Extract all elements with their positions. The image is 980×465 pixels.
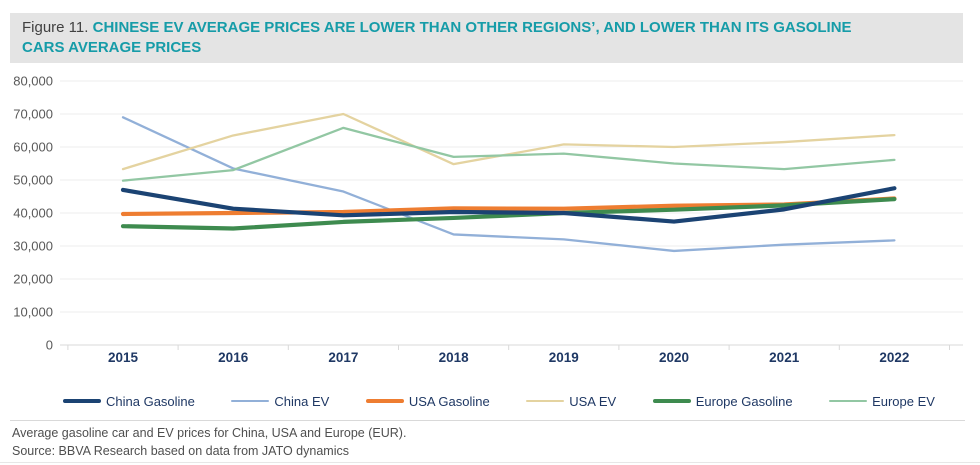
source-note: Source: BBVA Research based on data from… — [12, 444, 349, 458]
series-line-europe-ev — [121, 126, 896, 182]
legend-swatch-icon — [526, 399, 565, 403]
figure-title: Figure 11. CHINESE EV AVERAGE PRICES ARE… — [22, 18, 933, 58]
figure-number-label: Figure 11. — [22, 19, 89, 36]
series-line-china-gasoline — [120, 186, 897, 224]
y-axis-tick-label: 30,000 — [13, 239, 53, 254]
chart-caption: Average gasoline car and EV prices for C… — [12, 426, 407, 440]
legend-swatch-icon — [63, 398, 101, 404]
legend-label: China EV — [274, 393, 330, 409]
y-axis-tick-label: 80,000 — [13, 74, 53, 89]
price-line-chart: 0 10,000 20,000 30,000 40,000 50,000 60,000 70,… — [0, 70, 980, 382]
legend-label: Europe EV — [872, 393, 935, 409]
chart-legend: China Gasoline China EV USA Gasoline USA EV… — [63, 392, 935, 410]
chart-canvas: 0 10,000 20,000 30,000 40,000 50,000 60,000 70,… — [13, 74, 963, 365]
figure-title-text: CHINESE EV AVERAGE PRICES ARE LOWER THAN… — [22, 19, 852, 56]
y-axis-tick-label: 20,000 — [13, 272, 53, 287]
x-axis-tick-label: 2020 — [659, 350, 689, 365]
series-line-usa-ev — [121, 112, 896, 171]
legend-label: USA EV — [569, 393, 617, 409]
x-axis-tick-label: 2022 — [879, 350, 909, 365]
legend-item-europe-gasoline: Europe Gasoline — [652, 393, 793, 409]
legend-item-usa-ev: USA EV — [526, 394, 616, 409]
y-axis-tick-label: 10,000 — [13, 305, 53, 320]
legend-swatch-icon — [231, 399, 270, 403]
x-axis-tick-label: 2019 — [549, 350, 579, 365]
legend-item-china-gasoline: China Gasoline — [63, 394, 195, 409]
series-line-china-ev — [121, 116, 896, 253]
x-axis-tick-label: 2021 — [769, 350, 800, 365]
footer-divider — [10, 420, 965, 421]
figure-title-band: Figure 11. CHINESE EV AVERAGE PRICES ARE… — [10, 13, 963, 63]
legend-item-usa-gasoline: USA Gasoline — [365, 393, 490, 409]
y-axis-tick-label: 70,000 — [13, 107, 53, 122]
y-axis-tick-label: 0 — [46, 338, 53, 353]
legend-swatch-icon — [652, 398, 691, 404]
y-axis-tick-label: 40,000 — [13, 206, 53, 221]
x-axis-tick-label: 2017 — [328, 350, 358, 365]
y-axis-tick-label: 50,000 — [13, 173, 53, 188]
legend-swatch-icon — [365, 398, 404, 404]
x-axis-tick-label: 2015 — [108, 350, 139, 365]
legend-label: USA Gasoline — [408, 393, 490, 409]
legend-item-europe-ev: Europe EV — [829, 394, 935, 409]
legend-label: Europe Gasoline — [695, 393, 793, 409]
bottom-border — [0, 462, 980, 463]
y-axis-tick-label: 60,000 — [13, 140, 53, 155]
x-axis-tick-label: 2016 — [218, 350, 249, 365]
series-line-europe-gasoline — [120, 197, 897, 231]
legend-swatch-icon — [829, 399, 868, 403]
legend-item-china-ev: China EV — [231, 394, 329, 409]
legend-label: China Gasoline — [106, 393, 195, 409]
x-axis-tick-label: 2018 — [439, 350, 470, 365]
